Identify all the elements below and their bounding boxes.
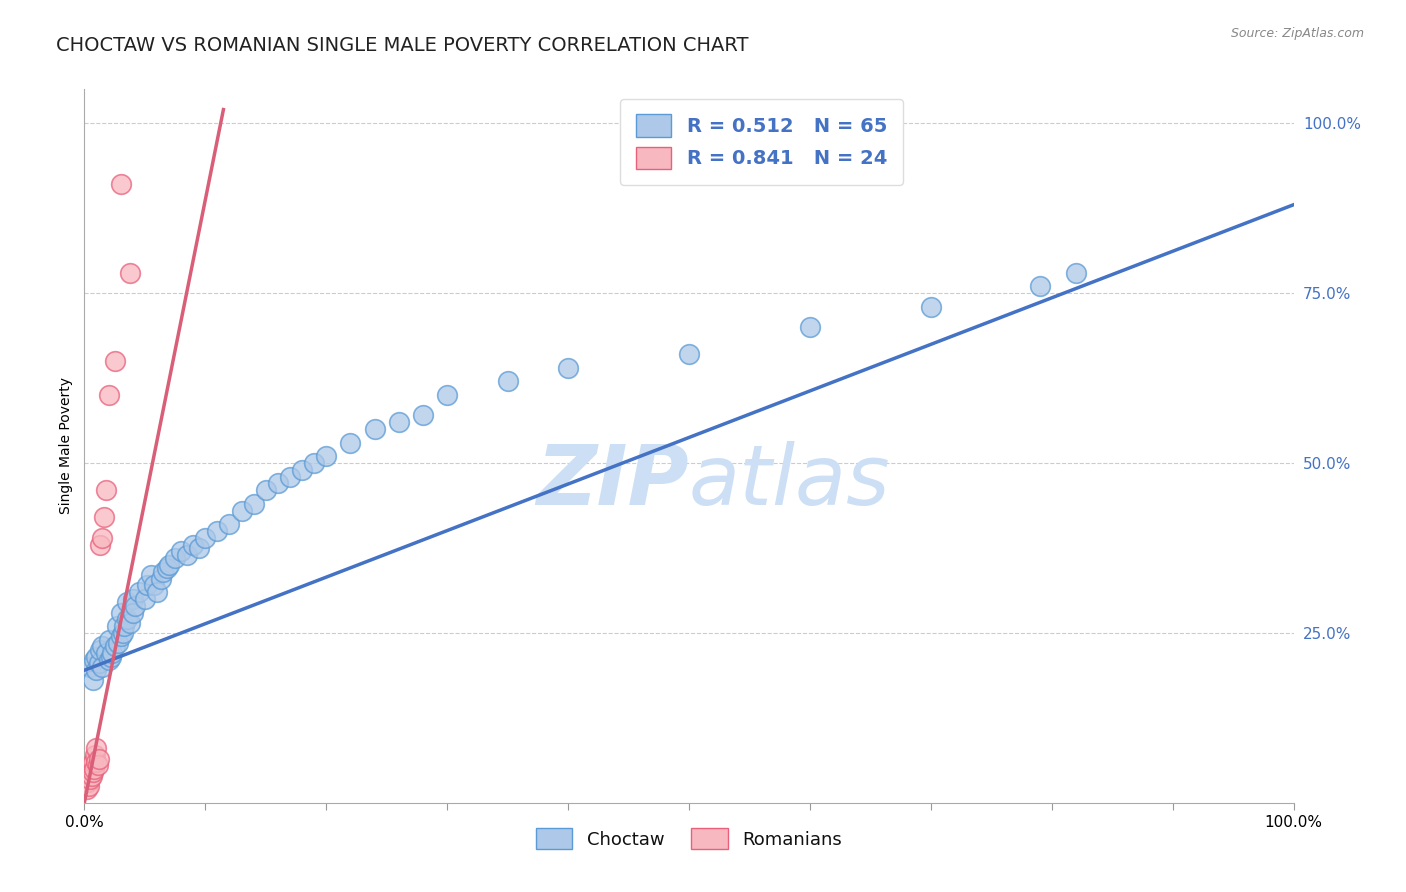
Point (139, 568, 162, 582)
Point (101, 646, 124, 660)
Point (165, 551, 187, 566)
Point (1064, 266, 1087, 280)
Point (115, 612, 138, 626)
Point (155, 561, 177, 575)
Point (112, 619, 135, 633)
Point (242, 497, 264, 511)
Point (110, 629, 132, 643)
Point (97, 388, 120, 402)
Point (157, 558, 180, 572)
Point (121, 606, 143, 620)
Point (799, 320, 821, 334)
Point (77, 779, 100, 793)
Point (267, 476, 290, 491)
Point (82, 755, 104, 769)
Point (231, 503, 253, 517)
Point (80, 769, 103, 783)
Point (254, 483, 277, 498)
Point (82, 673, 104, 688)
Point (143, 578, 166, 592)
Text: ZIP: ZIP (536, 442, 689, 522)
Point (91, 640, 114, 654)
Point (176, 548, 198, 562)
Point (181, 537, 204, 551)
Point (136, 578, 159, 592)
Y-axis label: Single Male Poverty: Single Male Poverty (59, 377, 73, 515)
Point (105, 619, 128, 633)
Point (79, 772, 101, 786)
Point (188, 541, 211, 555)
Text: Source: ZipAtlas.com: Source: ZipAtlas.com (1230, 27, 1364, 40)
Point (557, 360, 579, 375)
Point (146, 585, 169, 599)
Point (128, 585, 150, 599)
Point (678, 347, 700, 361)
Point (97, 653, 120, 667)
Point (89, 537, 111, 551)
Point (100, 649, 122, 664)
Point (83, 762, 105, 776)
Point (149, 572, 172, 586)
Point (93, 510, 115, 524)
Point (94, 646, 117, 660)
Point (115, 595, 138, 609)
Point (207, 524, 229, 538)
Point (91, 660, 114, 674)
Point (104, 354, 127, 368)
Point (170, 544, 193, 558)
Point (278, 469, 301, 483)
Text: CHOCTAW VS ROMANIAN SINGLE MALE POVERTY CORRELATION CHART: CHOCTAW VS ROMANIAN SINGLE MALE POVERTY … (56, 36, 749, 54)
Point (388, 415, 411, 429)
Point (89, 643, 111, 657)
Point (79, 660, 101, 674)
Point (97, 632, 120, 647)
Point (920, 300, 942, 314)
Point (83, 653, 105, 667)
Point (94, 483, 117, 498)
Point (86, 758, 108, 772)
Point (87, 657, 110, 671)
Point (91, 531, 114, 545)
Point (194, 531, 217, 545)
Point (82, 765, 104, 780)
Point (76, 782, 98, 797)
Point (86, 741, 108, 756)
Point (120, 266, 142, 280)
Point (412, 409, 434, 423)
Point (315, 449, 337, 463)
Point (124, 599, 146, 613)
Text: atlas: atlas (689, 442, 890, 522)
Point (77, 775, 100, 789)
Point (134, 591, 156, 606)
Point (86, 663, 108, 677)
Point (121, 591, 143, 606)
Point (80, 758, 103, 772)
Point (363, 422, 385, 436)
Point (120, 615, 142, 630)
Point (107, 636, 129, 650)
Point (87, 751, 110, 765)
Point (79, 762, 101, 776)
Point (496, 375, 519, 389)
Point (436, 388, 458, 402)
Point (152, 565, 174, 579)
Point (110, 606, 132, 620)
Point (1028, 279, 1050, 293)
Point (291, 463, 314, 477)
Legend: Choctaw, Romanians: Choctaw, Romanians (527, 819, 851, 858)
Point (86, 649, 108, 664)
Point (104, 640, 127, 654)
Point (339, 435, 361, 450)
Point (302, 456, 325, 470)
Point (110, 178, 132, 192)
Point (112, 626, 135, 640)
Point (218, 517, 240, 532)
Point (86, 755, 108, 769)
Point (77, 769, 100, 783)
Point (84, 748, 107, 763)
